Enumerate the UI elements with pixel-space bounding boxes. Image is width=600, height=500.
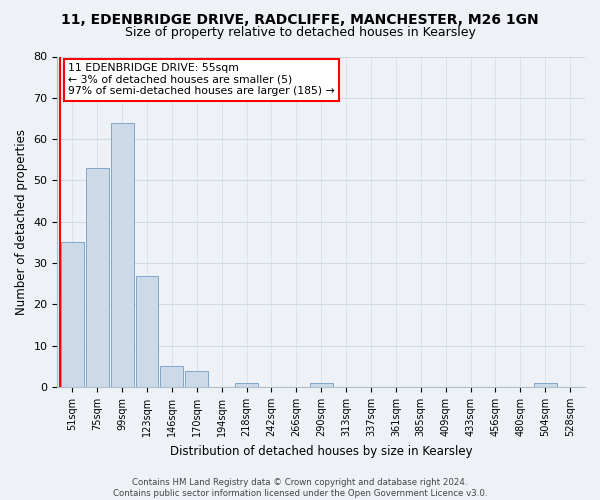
Bar xyxy=(160,366,184,387)
X-axis label: Distribution of detached houses by size in Kearsley: Distribution of detached houses by size … xyxy=(170,444,473,458)
Bar xyxy=(61,242,84,387)
Bar xyxy=(235,383,258,387)
Text: 11 EDENBRIDGE DRIVE: 55sqm
← 3% of detached houses are smaller (5)
97% of semi-d: 11 EDENBRIDGE DRIVE: 55sqm ← 3% of detac… xyxy=(68,63,335,96)
Bar xyxy=(185,370,208,387)
Bar xyxy=(310,383,332,387)
Bar xyxy=(110,122,134,387)
Bar xyxy=(86,168,109,387)
Text: Size of property relative to detached houses in Kearsley: Size of property relative to detached ho… xyxy=(125,26,475,39)
Text: 11, EDENBRIDGE DRIVE, RADCLIFFE, MANCHESTER, M26 1GN: 11, EDENBRIDGE DRIVE, RADCLIFFE, MANCHES… xyxy=(61,12,539,26)
Bar xyxy=(136,276,158,387)
Bar xyxy=(534,383,557,387)
Text: Contains HM Land Registry data © Crown copyright and database right 2024.
Contai: Contains HM Land Registry data © Crown c… xyxy=(113,478,487,498)
Y-axis label: Number of detached properties: Number of detached properties xyxy=(15,129,28,315)
